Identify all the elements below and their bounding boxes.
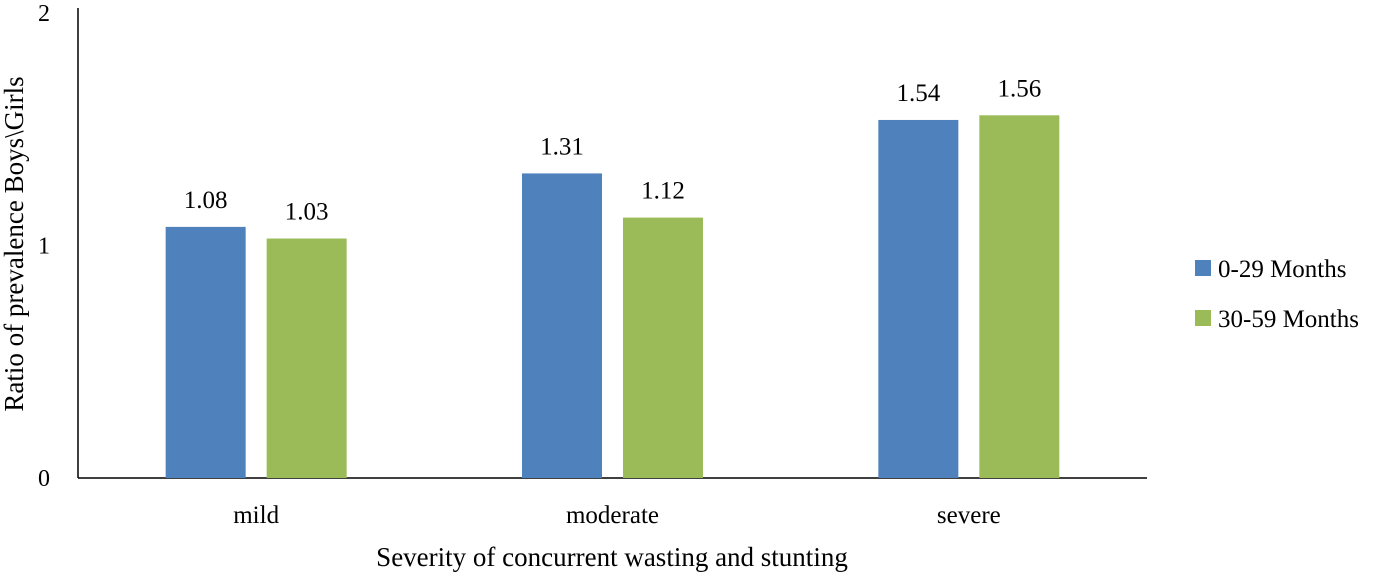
data-label: 1.03: [285, 199, 329, 226]
y-tick-label: 2: [38, 1, 50, 27]
bar: [979, 115, 1060, 479]
x-tick-label: mild: [233, 502, 279, 529]
bar: [266, 238, 347, 478]
data-label: 1.56: [997, 75, 1041, 102]
data-label: 1.12: [641, 178, 685, 205]
bar: [878, 119, 959, 478]
bar: [623, 217, 703, 478]
x-tick-label: severe: [937, 502, 1001, 529]
legend-swatch: [1195, 310, 1211, 326]
data-label: 1.08: [184, 187, 228, 214]
legend-swatch: [1195, 260, 1211, 276]
legend-label: 0-29 Months: [1218, 256, 1346, 283]
x-tick-label: moderate: [566, 502, 659, 529]
legend-label: 30-59 Months: [1218, 306, 1359, 333]
x-axis-title: Severity of concurrent wasting and stunt…: [376, 542, 848, 572]
data-label: 1.54: [896, 80, 940, 107]
plot-area: 0 1 2 1.08 1.03 mild 1.31 1.12 moderate 1.54 1.56 s…: [38, 1, 1147, 529]
bar: [165, 226, 246, 478]
y-tick-label: 0: [38, 466, 50, 492]
data-label: 1.31: [540, 133, 584, 160]
legend: 0-29 Months 30-59 Months: [1195, 256, 1359, 333]
bar: [522, 173, 602, 479]
y-tick-label: 1: [38, 234, 50, 260]
y-axis-title: Ratio of prevalence Boys\Girls: [0, 76, 29, 411]
